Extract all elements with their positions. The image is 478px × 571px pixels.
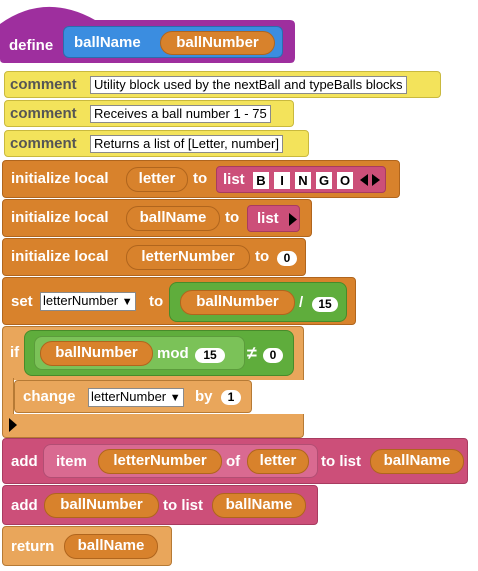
comment-block-3[interactable]: comment Returns a list of [Letter, numbe… [4,130,309,157]
of-label: of [226,453,241,470]
to-list-label: to list [163,497,203,514]
comment-text[interactable]: Utility block used by the nextBall and t… [90,76,407,94]
set-label: set [11,293,33,310]
comment-block-1[interactable]: comment Utility block used by the nextBa… [4,71,441,98]
if-spine [2,378,14,416]
to-label: to [225,209,240,226]
list-label: list [257,210,279,227]
number-zero[interactable]: 0 [277,251,297,266]
if-label: if [10,344,20,361]
comment-text[interactable]: Returns a list of [Letter, number] [90,135,283,153]
add-label: add [11,497,38,514]
list-item-b[interactable]: B [253,172,269,189]
init-local-letternumber-block[interactable]: initialize local letterNumber to 0 [2,238,306,276]
procedure-name: ballName [74,34,141,51]
comment-label: comment [10,76,77,93]
empty-list[interactable]: list [247,205,300,232]
define-label: define [9,37,54,54]
dropdown-arrow-icon: ▼ [121,296,133,308]
return-block[interactable]: return ballName [2,526,172,566]
list-arrows-icon[interactable] [358,173,382,187]
dropdown-value: letterNumber [91,389,167,404]
else-arrow-icon [9,418,17,432]
init-label: initialize local [11,248,109,265]
item-list-letter[interactable]: letter [247,449,309,474]
add-value-ballnumber[interactable]: ballNumber [44,493,159,518]
set-letternumber-block[interactable]: set letterNumber ▼ to ballNumber / 15 [2,277,356,325]
list-right-arrow-icon[interactable] [288,213,298,226]
list-label: list [223,171,245,188]
init-label: initialize local [11,209,109,226]
to-list-label: to list [321,453,361,470]
item-index-letternumber[interactable]: letterNumber [98,449,222,474]
mod-number[interactable]: 15 [195,348,225,363]
to-label: to [255,248,270,265]
target-list-ballname[interactable]: ballName [212,493,306,518]
to-label: to [149,293,164,310]
list-item-o[interactable]: O [337,172,353,189]
list-literal[interactable]: list B I N G O [216,166,386,193]
comment-label: comment [10,135,77,152]
neq-symbol: ≠ [247,343,257,363]
mod-operator[interactable]: ballNumber mod 15 [34,336,245,370]
add-number-to-list-block[interactable]: add ballNumber to list ballName [2,485,318,525]
change-label: change [23,388,76,405]
list-item-i[interactable]: I [274,172,290,189]
item-label: item [56,453,87,470]
add-item-to-list-block[interactable]: add item letterNumber of letter to list … [2,438,468,484]
return-value-ballname[interactable]: ballName [64,534,158,559]
by-label: by [195,388,213,405]
divide-operator[interactable]: ballNumber / 15 [169,282,347,322]
set-var-dropdown[interactable]: letterNumber ▼ [40,292,136,311]
init-local-letter-block[interactable]: initialize local letter to list B I N G … [2,160,400,198]
change-var-dropdown[interactable]: letterNumber ▼ [88,388,184,407]
item-of-reporter[interactable]: item letterNumber of letter [43,444,318,478]
comment-label: comment [10,105,77,122]
param-ballnumber[interactable]: ballNumber [160,31,275,55]
define-hat-block[interactable]: define ballName ballNumber [0,2,296,64]
change-letternumber-block[interactable]: change letterNumber ▼ by 1 [14,380,252,413]
if-footer [2,414,304,438]
divide-symbol: / [299,294,304,311]
to-label: to [193,170,208,187]
comment-text[interactable]: Receives a ball number 1 - 75 [90,105,271,123]
init-label: initialize local [11,170,109,187]
var-ballname[interactable]: ballName [126,206,220,231]
compare-number[interactable]: 0 [263,348,283,363]
procedure-signature[interactable]: ballName ballNumber [63,26,283,58]
add-label: add [11,453,38,470]
divisor-number[interactable]: 15 [312,297,338,312]
mod-label: mod [157,345,189,362]
neq-operator[interactable]: ballNumber mod 15 ≠ 0 [24,330,294,376]
return-label: return [11,538,55,555]
list-item-g[interactable]: G [316,172,332,189]
if-block[interactable]: if ballNumber mod 15 ≠ 0 [2,326,306,438]
dropdown-arrow-icon: ▼ [169,392,181,404]
list-item-n[interactable]: N [295,172,311,189]
change-value-number[interactable]: 1 [221,390,241,405]
comment-block-2[interactable]: comment Receives a ball number 1 - 75 [4,100,294,127]
init-local-ballname-block[interactable]: initialize local ballName to list [2,199,312,237]
var-letter[interactable]: letter [126,167,188,192]
dropdown-value: letterNumber [43,293,119,308]
divide-operand-ballnumber[interactable]: ballNumber [180,290,295,315]
target-list-ballname[interactable]: ballName [370,449,464,474]
mod-operand-ballnumber[interactable]: ballNumber [40,341,153,366]
var-letternumber[interactable]: letterNumber [126,245,250,270]
